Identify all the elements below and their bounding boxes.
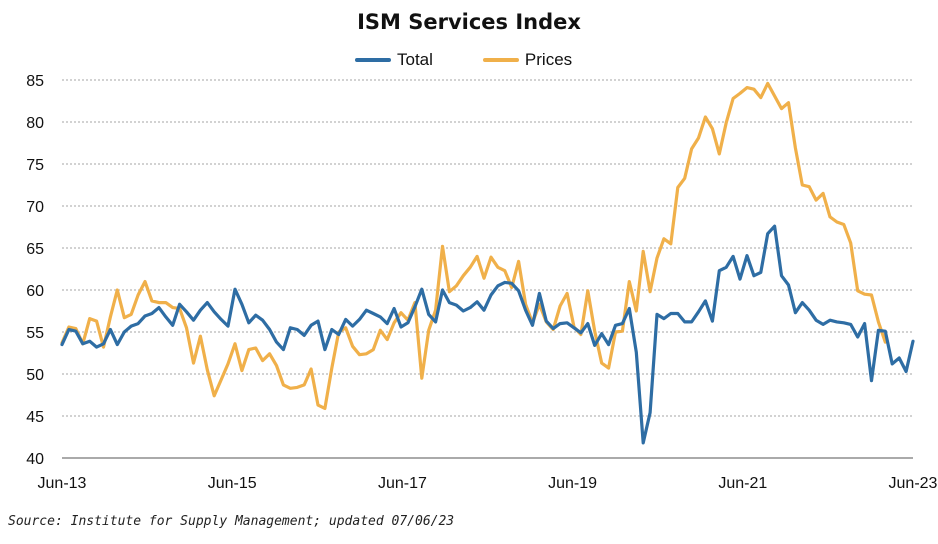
series-line-total xyxy=(60,224,915,445)
x-tick-label: Jun-13 xyxy=(38,475,87,492)
x-tick-label: Jun-19 xyxy=(548,475,597,492)
x-tick-label: Jun-15 xyxy=(208,475,257,492)
y-tick-label: 85 xyxy=(26,73,44,90)
legend-item-prices: Prices xyxy=(482,50,573,70)
series-lines xyxy=(60,81,915,445)
legend-swatch-prices xyxy=(482,58,519,62)
y-tick-label: 55 xyxy=(26,325,44,342)
source-note: Source: Institute for Supply Management;… xyxy=(8,514,455,529)
x-tick-label: Jun-17 xyxy=(378,475,427,492)
legend-item-total: Total xyxy=(355,50,433,70)
y-tick-label: 45 xyxy=(26,409,44,426)
y-tick-label: 60 xyxy=(26,283,44,300)
axes: 40 45 50 55 60 65 70 75 80 85 Jun-13 Jun-15 Jun-17 Ju… xyxy=(26,73,937,492)
legend-swatch-total xyxy=(355,58,391,62)
x-tick-label: Jun-21 xyxy=(718,475,767,492)
grid xyxy=(62,79,913,417)
y-tick-label: 65 xyxy=(26,241,44,258)
series-line-prices xyxy=(60,81,887,410)
y-tick-label: 70 xyxy=(26,199,44,216)
y-tick-label: 40 xyxy=(26,451,44,468)
y-tick-label: 80 xyxy=(26,115,44,132)
legend: Total Prices xyxy=(355,50,622,70)
chart-title: ISM Services Index xyxy=(357,10,581,34)
y-tick-label: 75 xyxy=(26,157,44,174)
y-tick-label: 50 xyxy=(26,367,44,384)
legend-label-total: Total xyxy=(397,50,433,69)
x-tick-label: Jun-23 xyxy=(889,475,938,492)
legend-label-prices: Prices xyxy=(524,50,573,69)
